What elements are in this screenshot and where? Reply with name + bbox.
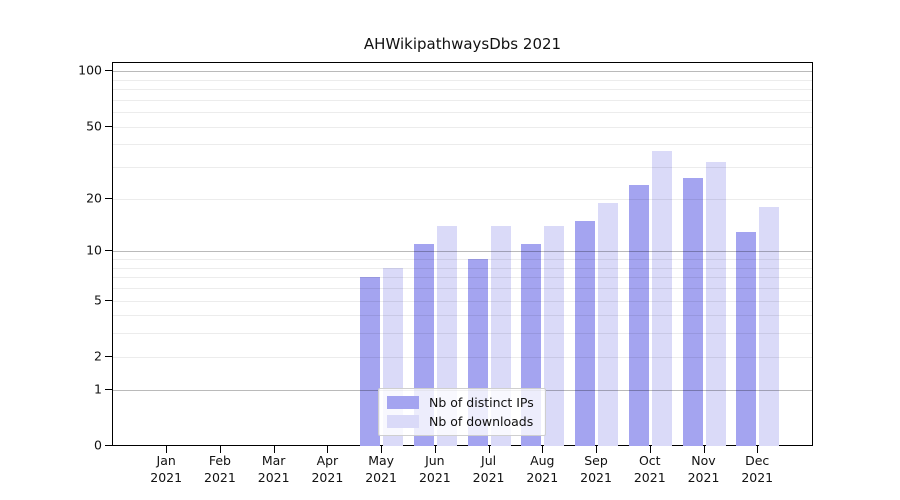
y-tick-50 [105,125,112,127]
minor-gridline-60 [113,112,812,114]
x-tick-jun [434,446,436,453]
x-tick-label-nov: Nov 2021 [687,453,720,485]
legend-item-downloads: Nb of downloads [387,414,537,429]
minor-gridline-20 [113,198,812,200]
minor-gridline-8 [113,267,812,269]
y-tick-2 [105,355,112,357]
y-tick-label-1: 1 [94,381,102,397]
legend: Nb of distinct IPs Nb of downloads [378,388,546,436]
y-tick-0 [105,445,112,446]
x-tick-sep [596,446,598,453]
bar-sep-distinct-ips [575,220,596,446]
bar-oct-downloads [651,150,672,446]
minor-gridline-5 [113,300,812,302]
x-tick-aug [542,446,544,453]
bar-nov-downloads [705,162,726,446]
x-tick-label-oct: Oct 2021 [633,453,666,485]
bar-dec-distinct-ips [736,231,757,446]
major-gridline-10 [113,251,812,253]
y-tick-10 [105,250,112,252]
legend-label-distinct-ips: Nb of distinct IPs [429,395,534,410]
x-tick-apr [327,446,329,453]
x-tick-feb [219,446,221,453]
x-tick-jul [488,446,490,453]
x-tick-jan [166,446,168,453]
legend-item-distinct-ips: Nb of distinct IPs [387,395,537,410]
y-tick-100 [105,70,112,72]
legend-label-downloads: Nb of downloads [429,414,534,429]
y-tick-label-20: 20 [86,190,102,206]
y-tick-label-100: 100 [78,62,102,78]
x-tick-label-jun: Jun 2021 [418,453,451,485]
y-tick-label-5: 5 [94,292,102,307]
minor-gridline-6 [113,287,812,289]
y-tick-1 [105,388,112,390]
x-tick-label-feb: Feb 2021 [204,453,236,485]
minor-gridline-4 [113,315,812,317]
x-tick-label-may: May 2021 [365,453,398,485]
minor-gridline-40 [113,144,812,146]
minor-gridline-30 [113,167,812,169]
bar-nov-distinct-ips [682,178,703,446]
minor-gridline-90 [113,79,812,81]
minor-gridline-2 [113,356,812,358]
minor-gridline-70 [113,99,812,101]
y-tick-label-0: 0 [94,437,102,453]
x-tick-label-sep: Sep 2021 [580,453,612,485]
x-tick-label-jul: Jul 2021 [472,453,505,485]
bar-oct-distinct-ips [628,184,649,446]
x-tick-nov [703,446,705,453]
minor-gridline-9 [113,259,812,261]
chart-title: AHWikipathwaysDbs 2021 [363,35,562,53]
x-tick-label-dec: Dec 2021 [741,453,774,485]
x-tick-label-mar: Mar 2021 [257,453,290,485]
y-tick-5 [105,299,112,301]
x-tick-label-jan: Jan 2021 [150,453,183,485]
x-tick-mar [273,446,275,453]
x-tick-label-aug: Aug 2021 [526,453,559,485]
major-gridline-100 [113,71,812,73]
y-tick-label-50: 50 [86,118,102,134]
x-tick-dec [757,446,759,453]
y-tick-20 [105,197,112,199]
legend-swatch-distinct-ips [387,396,419,409]
minor-gridline-3 [113,333,812,335]
minor-gridline-7 [113,277,812,279]
minor-gridline-50 [113,126,812,128]
x-tick-label-apr: Apr 2021 [311,453,344,485]
legend-swatch-downloads [387,415,419,428]
bar-may-distinct-ips [360,277,381,446]
y-tick-label-10: 10 [86,242,102,258]
y-tick-label-2: 2 [94,348,102,364]
x-tick-oct [649,446,651,453]
x-tick-may [381,446,383,453]
bar-aug-downloads [544,226,565,446]
minor-gridline-80 [113,89,812,91]
bar-sep-downloads [598,202,619,446]
bar-dec-downloads [759,206,780,446]
